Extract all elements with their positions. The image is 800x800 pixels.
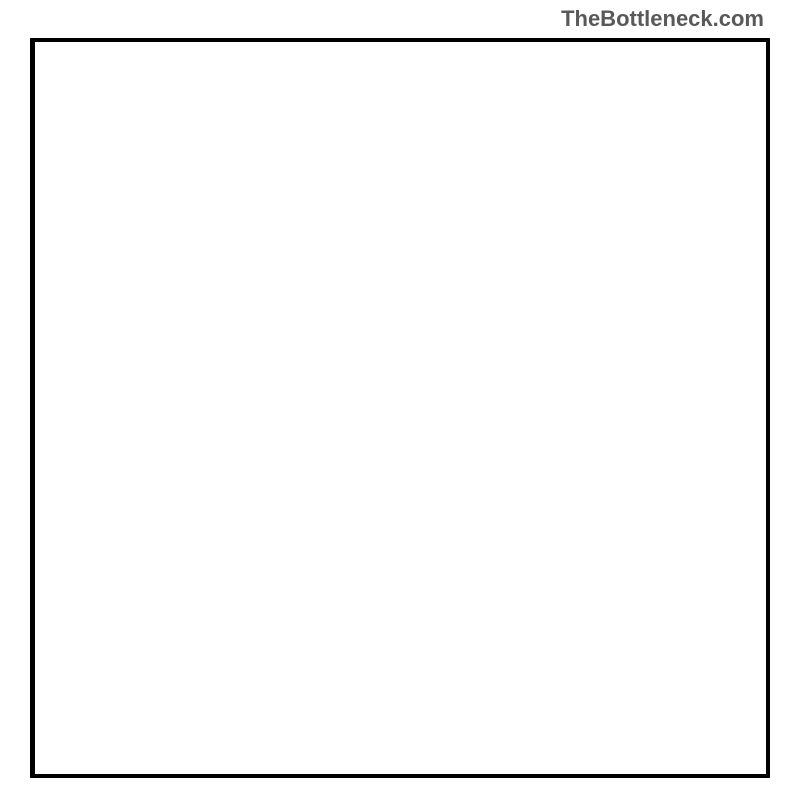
plot-frame [30, 38, 770, 778]
heatmap-canvas [34, 42, 766, 774]
crosshair-vertical [34, 42, 35, 774]
crosshair-horizontal [34, 774, 766, 775]
attribution-text: TheBottleneck.com [561, 6, 764, 32]
figure-container: TheBottleneck.com [0, 0, 800, 800]
